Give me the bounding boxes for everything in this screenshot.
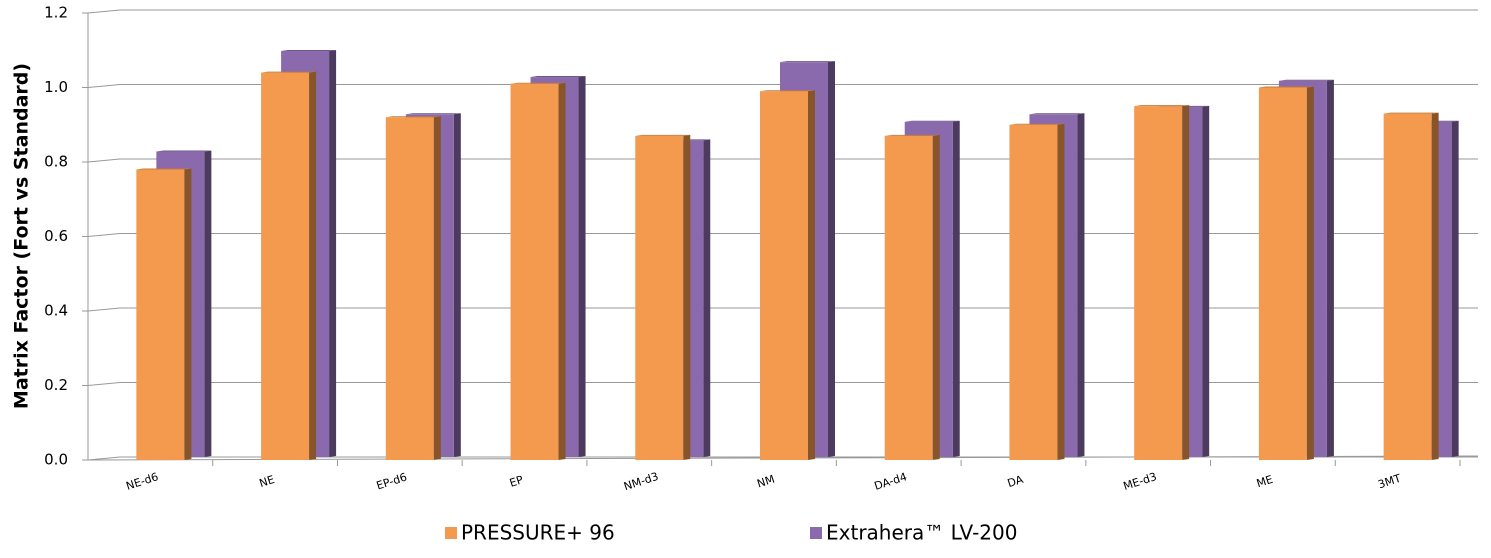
bar-top (156, 150, 212, 152)
y-tick-label: 0.0 (44, 451, 68, 469)
bar (261, 72, 310, 460)
bar (510, 83, 559, 461)
bar-top (1383, 112, 1439, 114)
bar (136, 169, 185, 460)
bar-side (703, 139, 711, 457)
bar-top (635, 134, 691, 136)
y-tick-label: 1.0 (44, 78, 68, 96)
bar (385, 117, 434, 461)
y-tick-label: 1.2 (44, 4, 68, 22)
bar-top (530, 76, 586, 78)
y-tick-label: 0.6 (44, 227, 68, 245)
bar-side (309, 71, 317, 460)
x-tick-label: EP (508, 473, 525, 490)
x-tick-label: NE-d6 (124, 470, 160, 493)
bar-side (1431, 112, 1439, 460)
bar-top (385, 116, 441, 118)
bar-side (1057, 123, 1065, 460)
bar-side (433, 116, 441, 461)
legend-label: Extrahera™ LV-200 (826, 521, 1017, 545)
x-tick-label: ME-d3 (1122, 470, 1159, 493)
bar-side (808, 90, 815, 460)
bar-side (1326, 79, 1334, 458)
bar-top (1258, 86, 1314, 88)
bar-side (204, 150, 212, 458)
bar-side (932, 134, 940, 461)
bar-side (952, 120, 960, 457)
bar-top (405, 113, 461, 115)
bar (1134, 106, 1183, 460)
x-tick-label: NM (755, 473, 776, 491)
bar-side (1077, 113, 1085, 458)
bar-top (1029, 113, 1085, 115)
bar-side (578, 76, 586, 458)
bar-top (1134, 105, 1190, 107)
x-tick-label: DA-d4 (873, 470, 909, 493)
bar-side (184, 168, 192, 460)
bar-side (1306, 86, 1314, 460)
bar-side (683, 134, 691, 461)
bar-top (904, 120, 960, 122)
y-tick-label: 0.4 (44, 302, 68, 320)
x-tick-label: ME (1255, 473, 1275, 490)
bar (635, 135, 684, 461)
bar-side (1182, 105, 1190, 460)
y-tick-label: 0.8 (44, 153, 68, 171)
bar (760, 91, 808, 460)
x-tick-label: 3MT (1376, 472, 1402, 492)
grid-line (87, 84, 1478, 88)
bar-top (510, 82, 566, 84)
y-axis-title: Matrix Factor (Fort vs Standard) (11, 63, 33, 409)
x-tick-label: NM-d3 (622, 470, 660, 493)
bar-top (136, 168, 192, 170)
bar (1009, 124, 1058, 460)
bar-side (453, 113, 461, 458)
bar-side (828, 61, 835, 458)
bar-top (1009, 123, 1065, 125)
bar-top (780, 61, 835, 63)
x-tick-label: EP-d6 (375, 471, 409, 493)
bar-top (1278, 79, 1334, 81)
y-tick-label: 0.2 (44, 376, 68, 394)
legend-label: PRESSURE+ 96 (461, 521, 615, 545)
bar (884, 135, 933, 461)
legend-swatch (445, 527, 457, 539)
bar (1258, 87, 1307, 460)
x-tick-label: NE (258, 473, 277, 490)
bar-side (1202, 105, 1210, 457)
grid-line (87, 9, 1478, 14)
bar-side (1451, 120, 1459, 457)
x-tick-label: DA (1006, 473, 1025, 490)
bar-side (558, 82, 566, 461)
bar-top (261, 71, 317, 73)
bar-side (329, 49, 337, 457)
bar-top (760, 90, 815, 92)
bar-top (884, 134, 940, 136)
bar (1383, 113, 1432, 460)
legend-swatch (810, 527, 822, 539)
bar-top (281, 49, 337, 51)
